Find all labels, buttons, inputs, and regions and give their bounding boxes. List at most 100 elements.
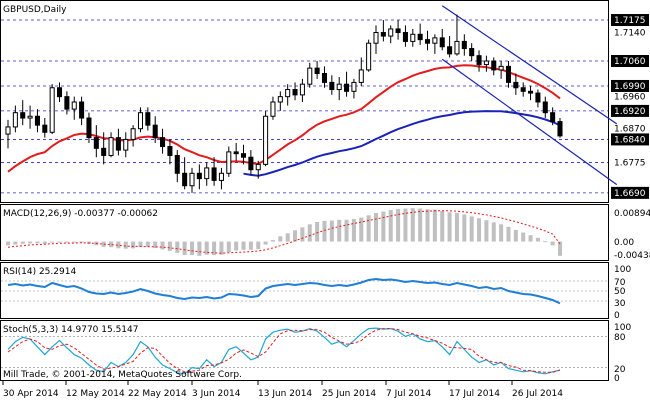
candle-bear (542, 101, 548, 114)
candle-bear (513, 81, 519, 89)
macd-hist-bar (278, 236, 283, 242)
macd-hist-bar (506, 226, 511, 242)
macd-series (5, 208, 563, 256)
candle-bull (432, 37, 438, 44)
channel-lower-line (441, 58, 618, 186)
macd-hist-bar (101, 241, 106, 247)
macd-scale-zero: 0.00 (614, 238, 634, 248)
macd-hist-bar (381, 211, 386, 242)
candle-bear (79, 101, 85, 119)
macd-hist-bar (204, 241, 209, 255)
macd-hist-bar (513, 229, 518, 242)
candle-bull (336, 83, 342, 91)
macd-hist-bar (131, 241, 136, 249)
candle-bull (5, 126, 11, 135)
candle-bull (483, 60, 489, 66)
candle-bull (255, 163, 261, 171)
symbol-title: GBPUSD,Daily (3, 5, 67, 15)
date-axis (2, 381, 513, 385)
macd-hist-bar (307, 224, 312, 242)
candle-bull (12, 112, 18, 128)
price-axis-label: 1.6960 (614, 93, 646, 103)
candle-bear (86, 117, 92, 139)
macd-hist-bar (57, 241, 62, 243)
candle-bear (417, 33, 423, 41)
macd-hist-bar (116, 241, 121, 249)
macd-hist-bar (300, 227, 305, 242)
date-label: 7 Jul 2014 (386, 389, 431, 399)
macd-scale-top: 0.00894 (614, 209, 650, 219)
price-tag-label: 1.7175 (614, 16, 646, 26)
candle-bull (410, 33, 416, 42)
macd-hist-bar (293, 230, 298, 242)
candle-bull (366, 42, 372, 71)
candle-bear (152, 124, 158, 139)
stoch-scale-80: 80 (614, 333, 626, 343)
macd-signal-line (7, 210, 561, 254)
macd-hist-bar (270, 240, 275, 242)
candle-bull (108, 137, 114, 156)
macd-hist-bar (491, 222, 496, 242)
candle-bear (34, 115, 40, 126)
price-tag-box (611, 14, 649, 27)
candle-bear (314, 67, 320, 74)
trend-channel (441, 5, 618, 186)
ma-fast-line (7, 64, 561, 173)
price-tag-label: 1.6840 (614, 135, 646, 145)
candle-bull (351, 81, 357, 92)
ma-slow-line (243, 110, 561, 177)
candle-bear (461, 40, 467, 50)
date-label: 12 May 2014 (66, 389, 125, 399)
copyright-text: Mill Trade, © 2001-2014, MetaQuotes Soft… (3, 370, 242, 380)
rsi-scale-0: 0 (614, 311, 620, 321)
date-label: 30 Apr 2014 (3, 389, 59, 399)
macd-hist-bar (219, 241, 224, 255)
macd-hist-bar (388, 210, 393, 242)
macd-scale-bottom: -0.00438 (614, 251, 650, 261)
candle-bull (307, 67, 313, 85)
price-tag-box (611, 55, 649, 68)
candle-bull (123, 138, 129, 151)
macd-hist-bar (499, 224, 504, 242)
candle-bull (358, 69, 364, 83)
macd-hist-bar (109, 241, 114, 248)
candle-bull (277, 96, 283, 103)
candle-bull (285, 89, 291, 98)
candle-bear (42, 124, 48, 133)
candle-bull (218, 172, 224, 181)
macd-hist-bar (469, 216, 474, 242)
candle-bear (557, 121, 563, 137)
candle-bull (270, 101, 276, 117)
rsi-label: RSI(14) 25.2914 (3, 267, 76, 277)
candle-bear (439, 37, 445, 48)
macd-hist-bar (28, 241, 33, 244)
candle-bear (380, 32, 386, 37)
candle-bear (344, 83, 350, 92)
candle-bear (182, 172, 188, 187)
candle-bear (233, 151, 239, 155)
candle-bear (174, 154, 180, 174)
candle-bear (93, 137, 99, 149)
candle-bull (454, 40, 460, 55)
rsi-line (7, 277, 561, 305)
macd-hist-bar (373, 213, 379, 242)
macd-hist-bar (432, 209, 437, 242)
macd-hist-bar (535, 237, 540, 242)
macd-hist-bar (182, 241, 187, 256)
main-panel-frame (0, 0, 609, 203)
macd-hist-bar (447, 212, 452, 242)
macd-hist-bar (153, 241, 158, 248)
candle-bull (388, 28, 394, 37)
rsi-scale-70: 70 (614, 278, 626, 288)
date-label: 17 Jul 2014 (449, 389, 500, 399)
candle-bull (498, 65, 504, 71)
candle-bull (226, 151, 232, 174)
price-tag-box (611, 186, 649, 199)
candle-bear (248, 156, 254, 171)
candle-bear (505, 65, 512, 83)
macd-hist-bar (167, 241, 172, 251)
candle-bear (491, 60, 497, 71)
